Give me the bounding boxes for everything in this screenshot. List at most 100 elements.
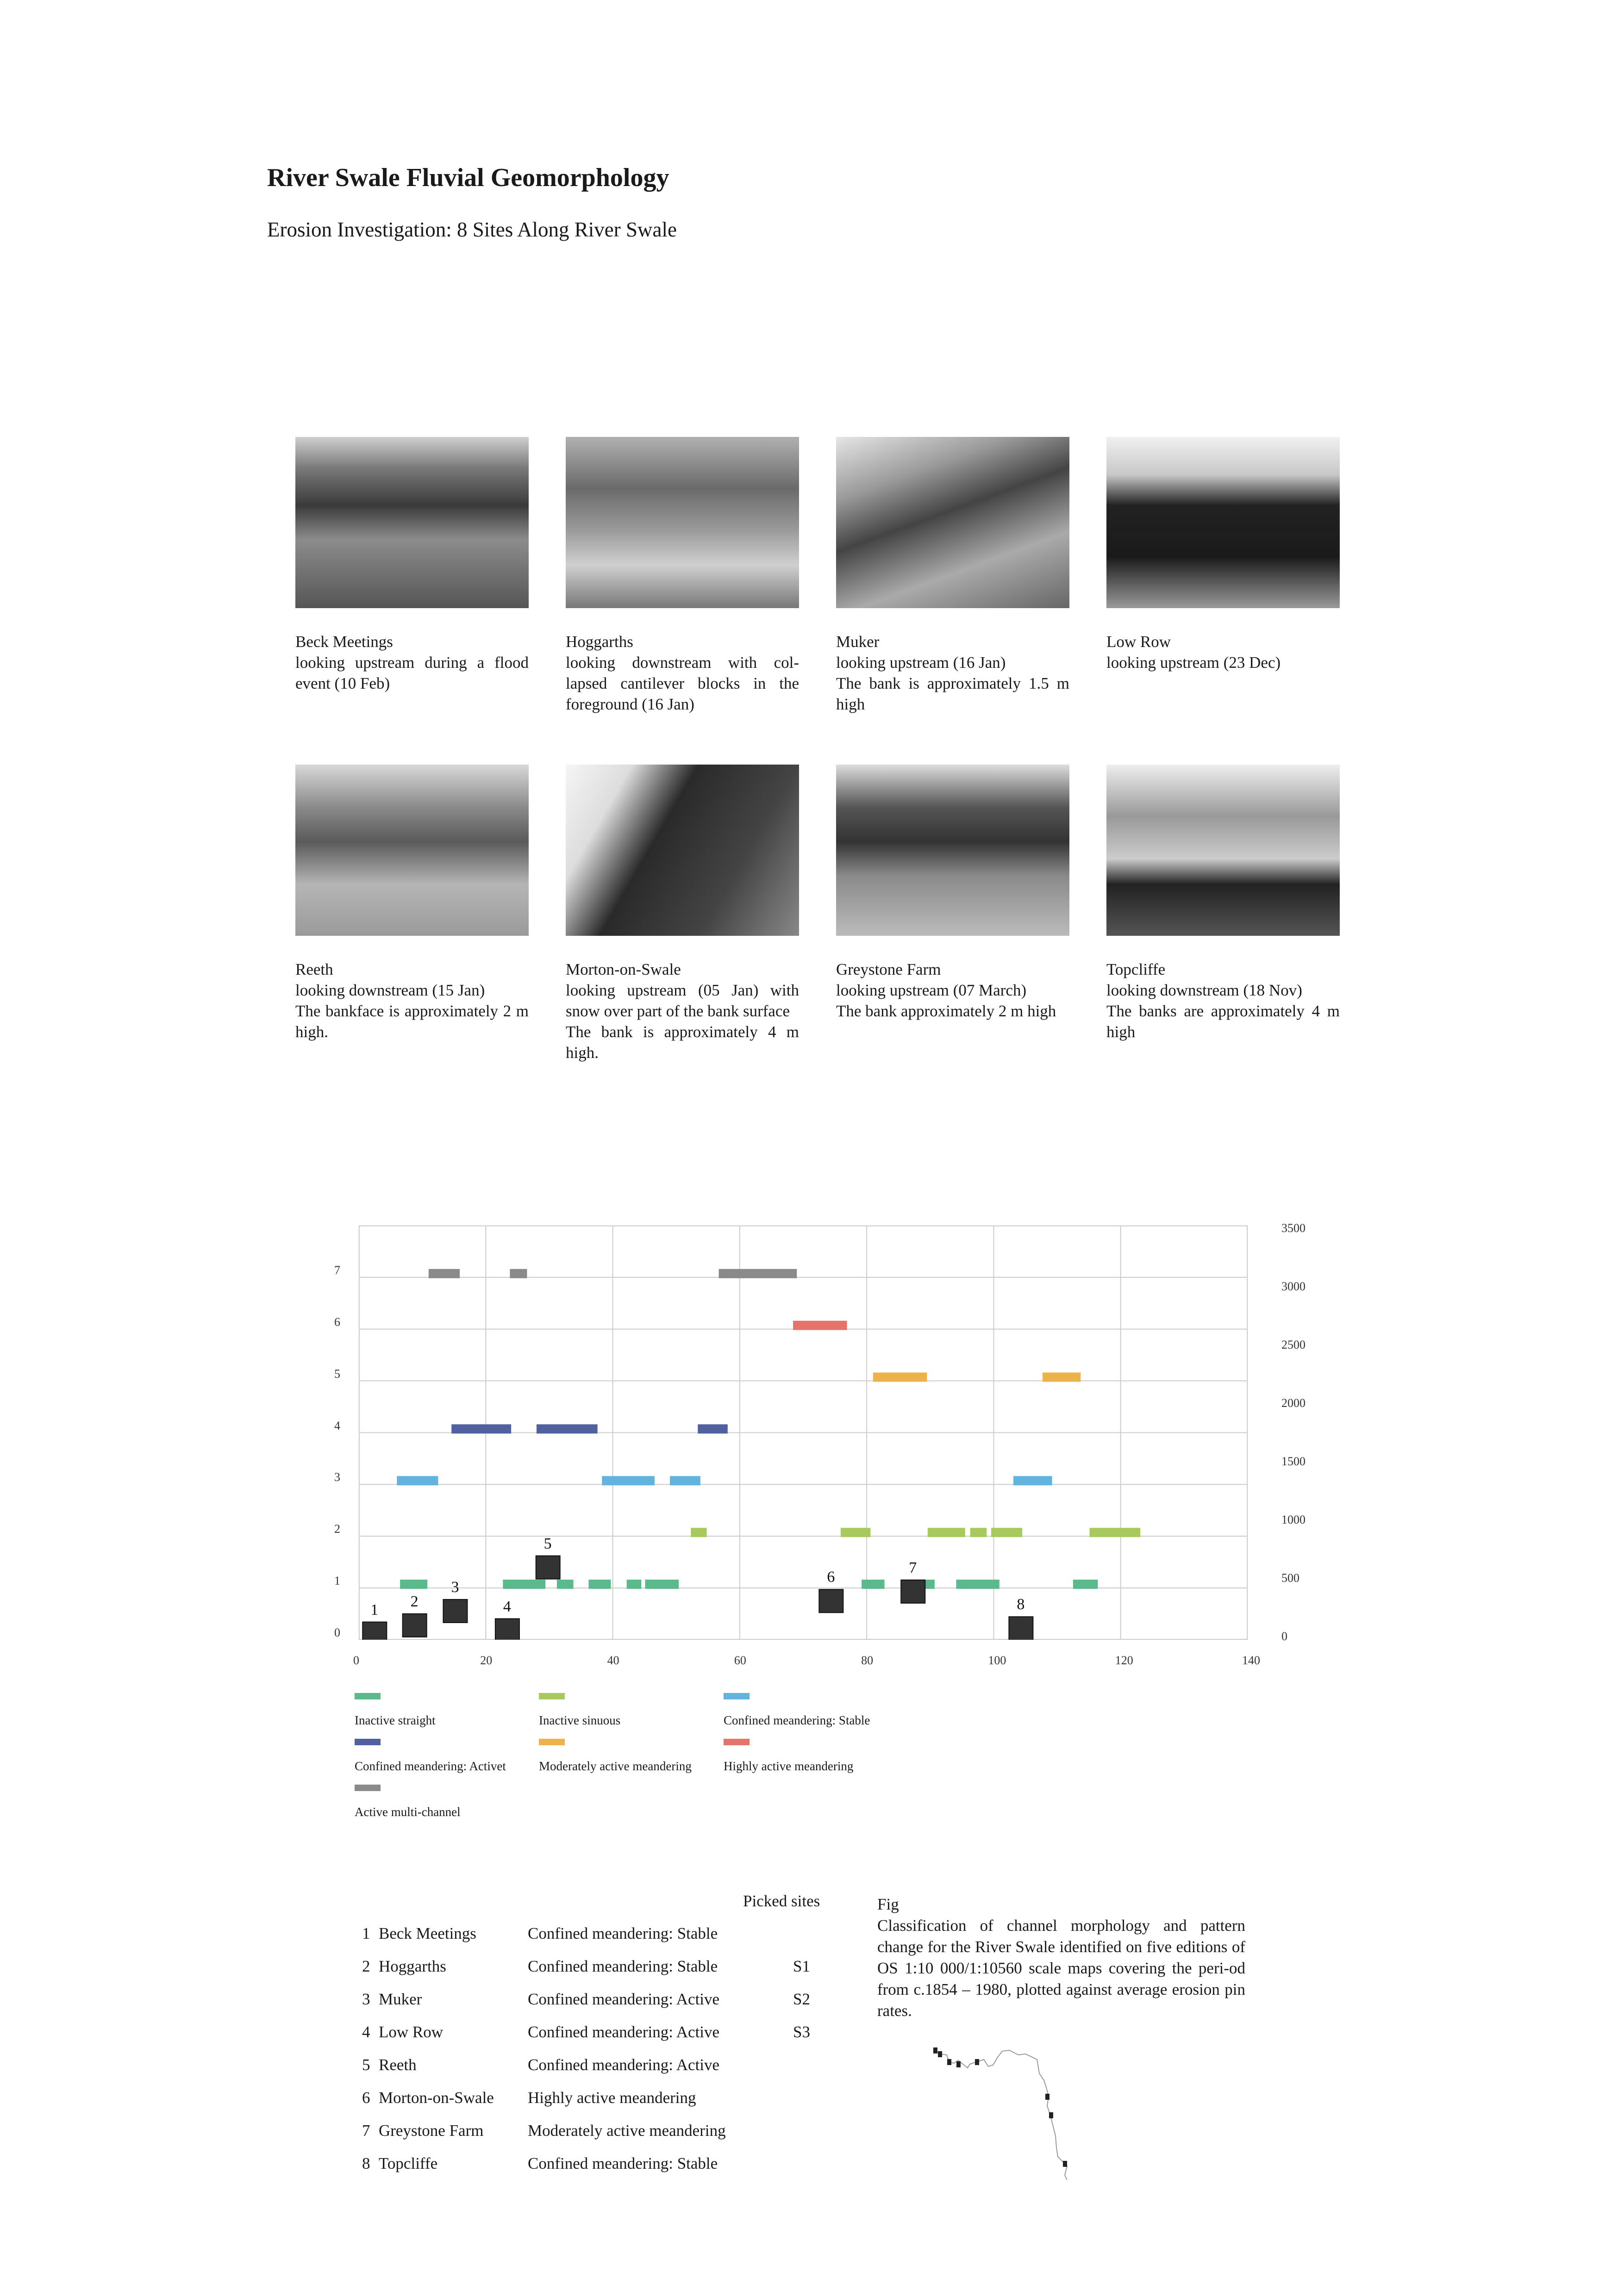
river-swale-map bbox=[933, 2047, 1068, 2180]
site-name: Beck Meetings bbox=[379, 1924, 476, 1942]
y-right-tick-label: 500 bbox=[1281, 1571, 1299, 1585]
site-number: 8 bbox=[362, 2154, 370, 2172]
legend-swatch bbox=[355, 1739, 381, 1745]
site-label: 1 bbox=[370, 1601, 379, 1618]
class-segment-bar bbox=[1073, 1580, 1098, 1589]
site-classification: Confined meandering: Stable bbox=[528, 1957, 718, 1975]
site-erosion-marker bbox=[402, 1613, 427, 1637]
legend-label: Inactive straight bbox=[355, 1713, 436, 1727]
legend-item: Highly active meandering bbox=[724, 1739, 853, 1773]
map-site-marker bbox=[1063, 2161, 1067, 2167]
photo-caption: Low Row looking upstream (23 Dec) bbox=[1106, 631, 1340, 673]
site-number: 1 bbox=[362, 1924, 370, 1942]
site-classification: Confined meandering: Active bbox=[528, 2056, 720, 2074]
site-name: Topcliffe bbox=[379, 2154, 438, 2172]
class-segment-bar bbox=[588, 1580, 611, 1589]
y-right-tick-label: 2000 bbox=[1281, 1396, 1305, 1410]
river-line bbox=[935, 2049, 1068, 2180]
caption-line: The bankface is approximately 2 m high. bbox=[295, 1002, 529, 1041]
map-site-marker bbox=[975, 2059, 979, 2065]
y-right-tick-label: 1500 bbox=[1281, 1454, 1305, 1468]
legend-item: Active multi-channel bbox=[355, 1785, 461, 1819]
legend-label: Confined meandering: Stable bbox=[724, 1713, 870, 1727]
x-tick-label: 120 bbox=[1115, 1654, 1133, 1667]
legend-label: Confined meandering: Activet bbox=[355, 1759, 506, 1773]
legend-label: Inactive sinuous bbox=[539, 1713, 621, 1727]
y-left-tick-label: 6 bbox=[334, 1315, 340, 1329]
class-segment-bar bbox=[862, 1580, 885, 1589]
y-right-tick-label: 1000 bbox=[1281, 1512, 1305, 1526]
class-segment-bar bbox=[1013, 1476, 1052, 1486]
photo-greystone-farm bbox=[836, 765, 1069, 936]
site-erosion-marker bbox=[1008, 1616, 1034, 1640]
map-site-marker bbox=[1049, 2112, 1053, 2118]
map-site-marker bbox=[938, 2051, 942, 2057]
photo-caption: Beck Meetings looking upstream during a f… bbox=[295, 631, 529, 694]
site-classification: Confined meandering: Stable bbox=[528, 1924, 718, 1942]
class-segment-bar bbox=[602, 1476, 655, 1486]
class-segment-bar bbox=[451, 1424, 512, 1434]
photo-reeth bbox=[295, 765, 529, 936]
photo-hoggarths bbox=[566, 437, 799, 608]
caption-site-name: Greystone Farm bbox=[836, 960, 941, 978]
site-label: 8 bbox=[1017, 1596, 1025, 1613]
site-label: 5 bbox=[543, 1535, 552, 1552]
y-right-tick-label: 0 bbox=[1281, 1630, 1287, 1643]
caption-line: looking downstream (18 Nov) bbox=[1106, 981, 1302, 999]
y-left-tick-label: 5 bbox=[334, 1367, 340, 1381]
site-label: 4 bbox=[503, 1598, 511, 1615]
legend-swatch bbox=[355, 1693, 381, 1699]
photo-low-row bbox=[1106, 437, 1340, 608]
photo-caption: Greystone Farm looking upstream (07 March… bbox=[836, 959, 1069, 1021]
photo-beck-meetings bbox=[295, 437, 529, 608]
photo-topcliffe bbox=[1106, 765, 1340, 936]
site-classification: Confined meandering: Active bbox=[528, 1990, 720, 2008]
site-label: 7 bbox=[909, 1559, 917, 1576]
legend-swatch bbox=[724, 1739, 750, 1745]
site-classification: Moderately active meandering bbox=[528, 2122, 726, 2140]
class-segment-bar bbox=[400, 1580, 428, 1589]
class-segment-bar bbox=[1089, 1528, 1141, 1537]
figure-caption: Fig Classification of channel morphology… bbox=[877, 1894, 1245, 2022]
photo-caption: Muker looking upstream (16 Jan) The bank i… bbox=[836, 631, 1069, 715]
legend-item: Confined meandering: Stable bbox=[724, 1693, 870, 1728]
class-segment-bar bbox=[691, 1528, 707, 1537]
legend-item: Inactive straight bbox=[355, 1693, 436, 1728]
x-tick-label: 140 bbox=[1242, 1654, 1260, 1667]
photo-caption: Morton-on-Swale looking upstream (05 Jan)… bbox=[566, 959, 799, 1063]
photo-caption: Reeth looking downstream (15 Jan) The bank… bbox=[295, 959, 529, 1042]
legend-item: Inactive sinuous bbox=[539, 1693, 620, 1728]
picked-sites-header: Picked sites bbox=[743, 1892, 820, 1910]
site-erosion-marker bbox=[362, 1621, 387, 1640]
x-tick-label: 20 bbox=[480, 1654, 493, 1667]
class-segment-bar bbox=[537, 1424, 598, 1434]
figure-label: Fig bbox=[877, 1895, 899, 1913]
caption-line: The bank is approximately 1.5 m high bbox=[836, 674, 1069, 713]
map-site-marker bbox=[1045, 2094, 1049, 2100]
picked-site-code: S2 bbox=[793, 1990, 810, 2008]
picked-site-code: S3 bbox=[793, 2023, 810, 2041]
y-left-tick-label: 7 bbox=[334, 1263, 340, 1277]
class-segment-bar bbox=[970, 1528, 987, 1537]
caption-site-name: Topcliffe bbox=[1106, 960, 1166, 978]
site-number: 2 bbox=[362, 1957, 370, 1975]
legend-swatch bbox=[355, 1785, 381, 1791]
legend-label: Moderately active meandering bbox=[539, 1759, 692, 1773]
caption-site-name: Low Row bbox=[1106, 633, 1171, 651]
caption-line: looking upstream during a flood event (1… bbox=[295, 653, 529, 692]
caption-line: looking upstream (16 Jan) bbox=[836, 653, 1006, 672]
site-erosion-marker bbox=[818, 1589, 844, 1613]
caption-line: looking upstream (23 Dec) bbox=[1106, 653, 1281, 672]
site-name: Morton-on-Swale bbox=[379, 2089, 494, 2107]
caption-line: looking upstream (05 Jan) with snow over… bbox=[566, 981, 799, 1020]
site-number: 7 bbox=[362, 2122, 370, 2140]
legend-swatch bbox=[539, 1739, 565, 1745]
site-number: 3 bbox=[362, 1990, 370, 2008]
map-site-marker bbox=[947, 2059, 951, 2065]
site-name: Reeth bbox=[379, 2056, 417, 2074]
photo-caption: Topcliffe looking downstream (18 Nov) The … bbox=[1106, 959, 1340, 1042]
caption-line: looking upstream (07 March) bbox=[836, 981, 1027, 999]
y-left-tick-label: 2 bbox=[334, 1522, 340, 1536]
site-name: Hoggarths bbox=[379, 1957, 446, 1975]
caption-line: The bank is approximately 4 m high. bbox=[566, 1023, 799, 1062]
